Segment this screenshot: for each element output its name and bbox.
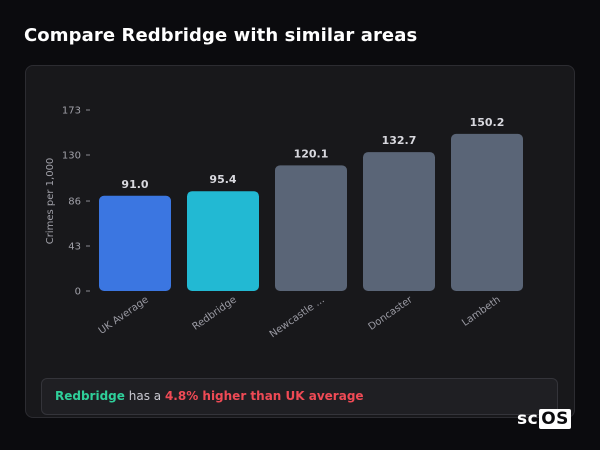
x-tick-label: Doncaster	[366, 294, 415, 333]
bar-value-label: 120.1	[294, 147, 329, 160]
x-tick-label: UK Average	[97, 294, 151, 336]
bar[interactable]	[99, 195, 171, 291]
bar-value-label: 91.0	[121, 178, 148, 191]
bar[interactable]	[451, 133, 523, 291]
y-tick-label: 0	[75, 287, 81, 298]
brand-logo: sc OS	[517, 409, 571, 429]
summary-text: has a	[124, 389, 165, 403]
bar-value-label: 95.4	[209, 173, 236, 186]
bars	[99, 133, 523, 291]
summary-area: Redbridge	[55, 389, 125, 403]
page-title: Compare Redbridge with similar areas	[24, 25, 418, 46]
comparison-summary: Redbridge has a 4.8% higher than UK aver…	[41, 378, 558, 415]
y-axis: 0 43 86 130 173	[62, 106, 90, 298]
y-tick-label: 130	[62, 150, 81, 161]
summary-delta: 4.8% higher than UK average	[164, 389, 364, 403]
bar[interactable]	[187, 191, 259, 291]
y-axis-title: Crimes per 1,000	[45, 158, 56, 245]
x-tick-label: Newcastle ...	[268, 294, 327, 340]
bar[interactable]	[275, 165, 347, 291]
y-tick-label: 43	[68, 242, 81, 253]
value-labels: 91.0 95.4 120.1 132.7 150.2	[121, 116, 504, 191]
bar[interactable]	[363, 152, 435, 291]
bar-value-label: 132.7	[382, 134, 417, 147]
x-tick-label: Redbridge	[191, 294, 239, 332]
bar-chart: 0 43 86 130 173 Crimes per 1,000 91.0 95.4 120…	[45, 106, 523, 340]
y-tick-label: 173	[62, 106, 81, 117]
y-tick-label: 86	[68, 197, 81, 208]
x-axis-labels: UK Average Redbridge Newcastle ... Doncaste…	[97, 294, 503, 340]
bar-value-label: 150.2	[470, 116, 505, 129]
x-tick-label: Lambeth	[460, 294, 503, 328]
